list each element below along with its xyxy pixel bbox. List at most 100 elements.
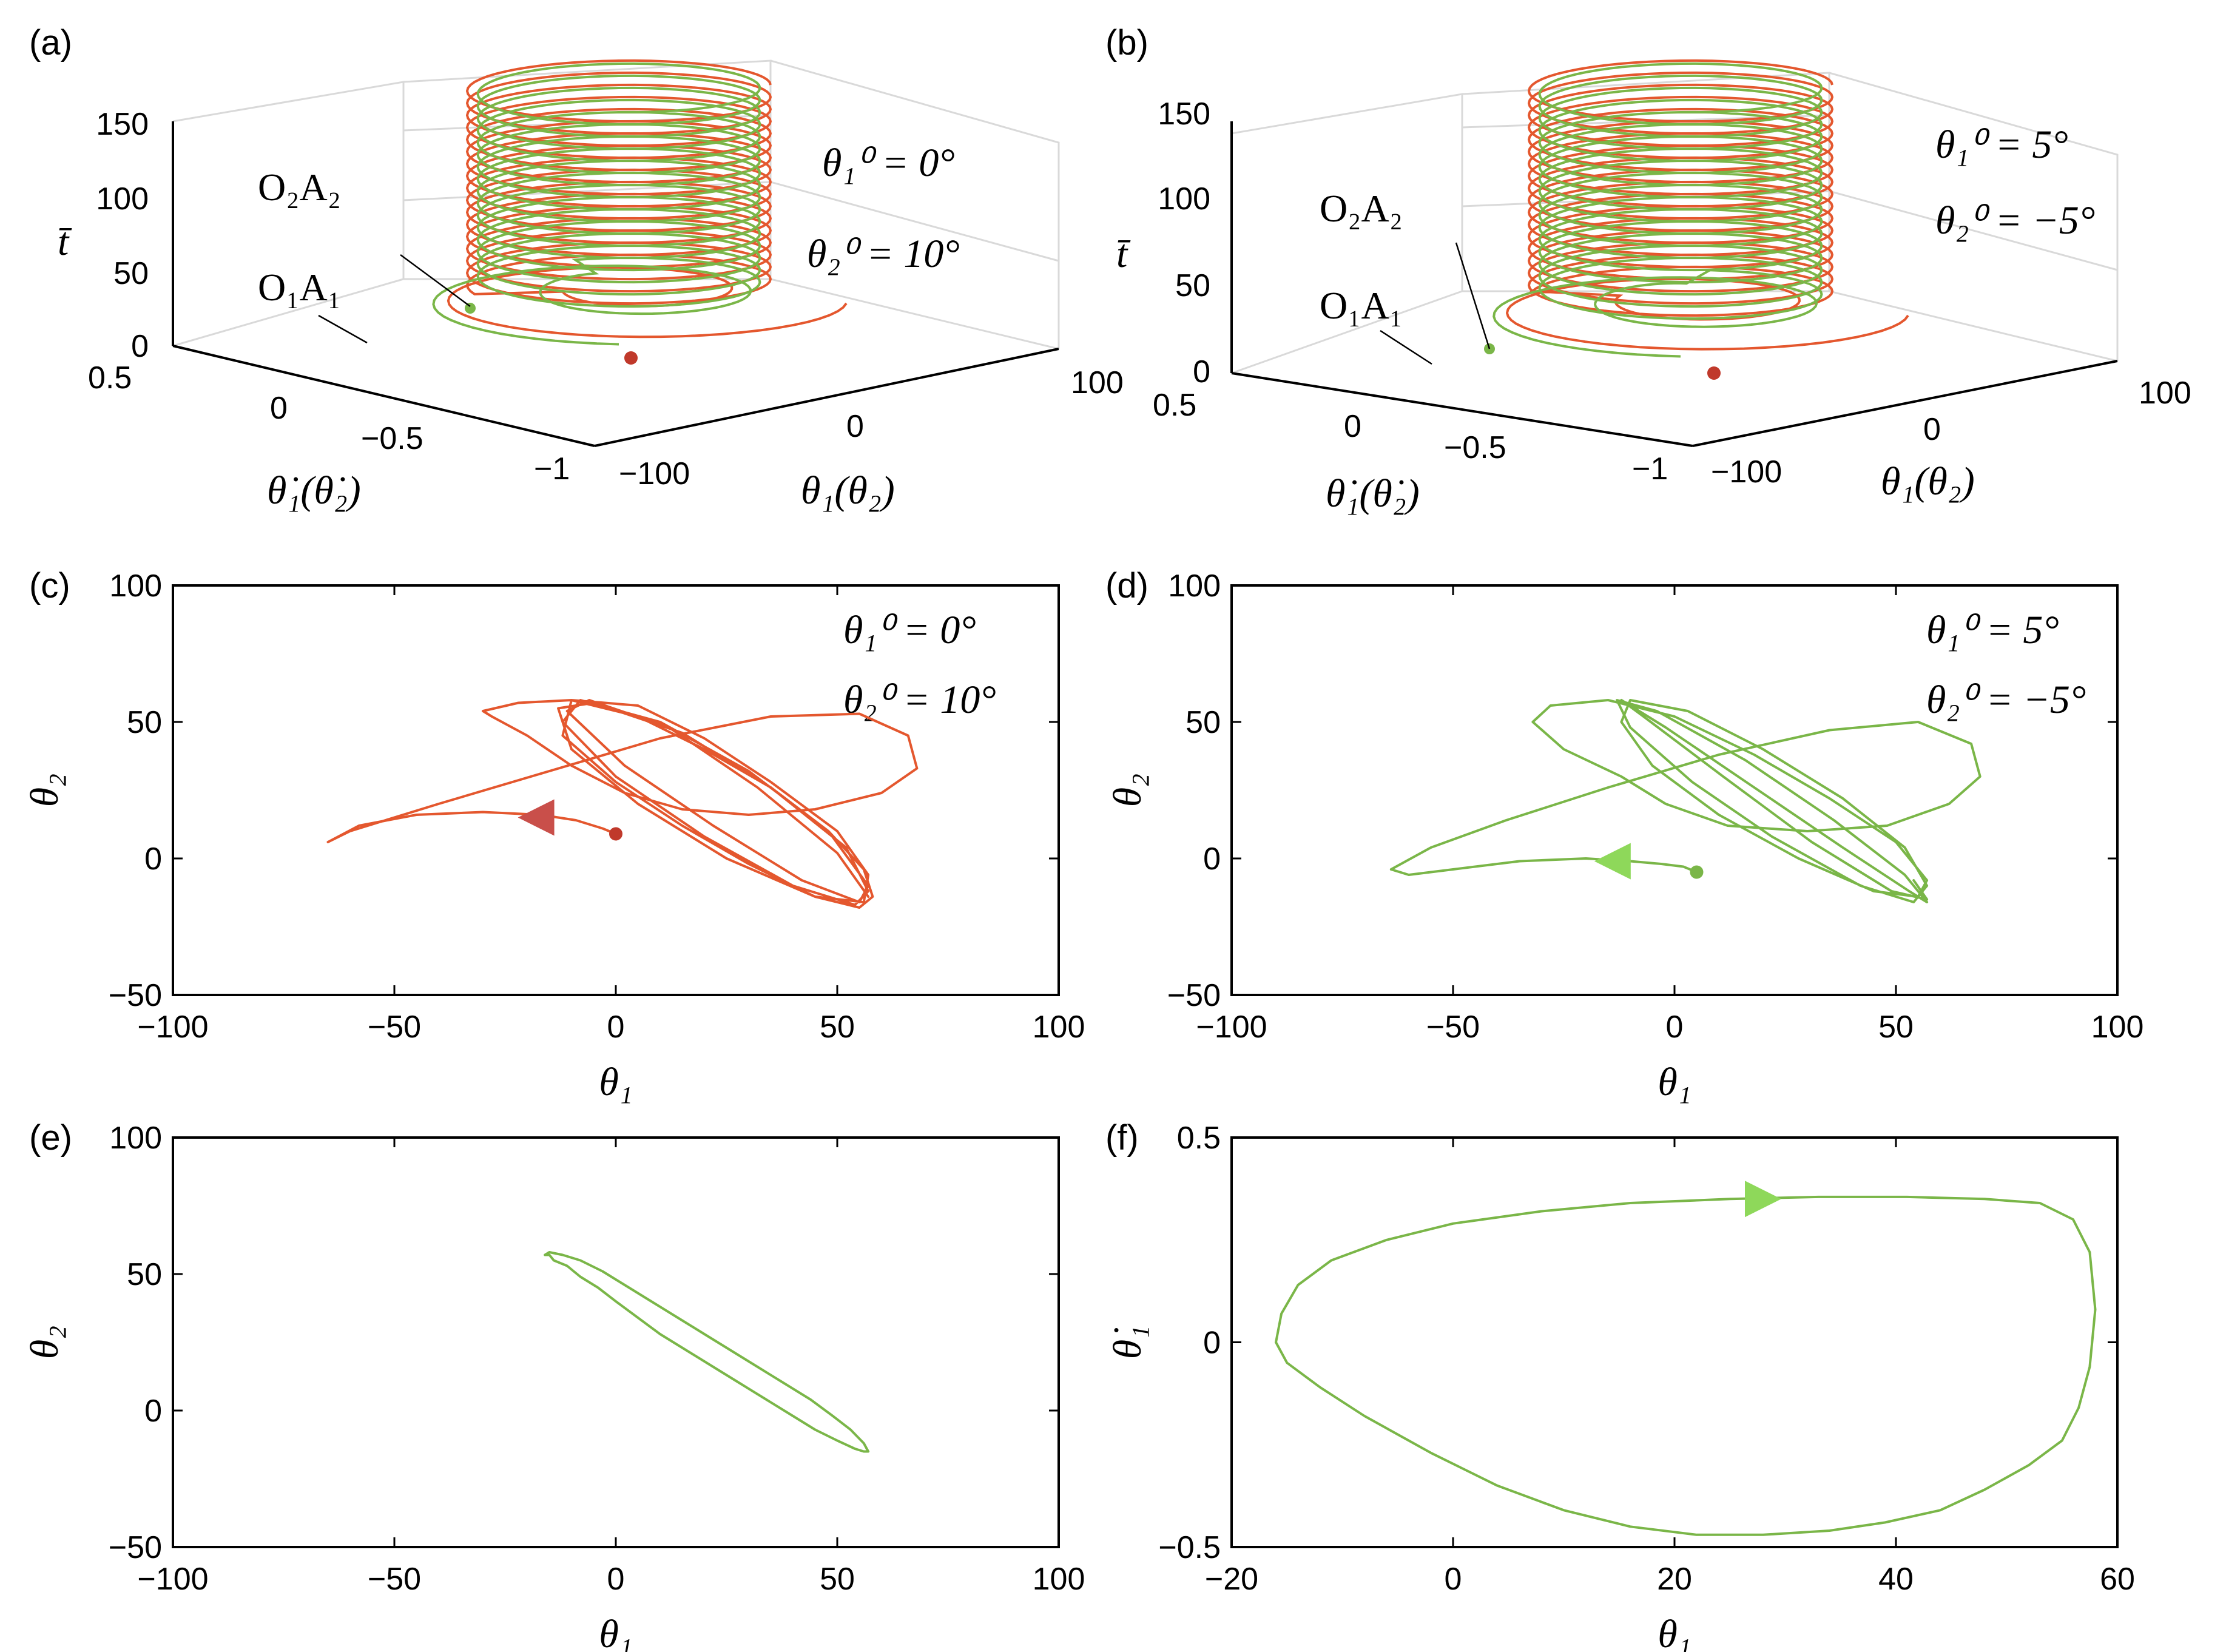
panel-d-y-axis-label: θ₂ [1105, 774, 1150, 807]
panel-a-leader-1 [318, 314, 368, 344]
panel-c-x-axis-label: θ₁ [599, 1060, 632, 1104]
panel-e-x-axis-label: θ₁ [599, 1612, 632, 1652]
panel-a-x-tick: 100 [1071, 365, 1124, 400]
panel-c-y-tick-label: −50 [109, 978, 162, 1013]
panel-b-y-axis [1231, 372, 1693, 447]
panel-a-floor-grid [770, 278, 1059, 350]
panel-a-y-axis [172, 345, 595, 447]
panel-f-label: (f) [1105, 1118, 1139, 1158]
panel-f-direction-arrow [1745, 1181, 1781, 1218]
panel-b-annotation-2: θ₂⁰ = −5° [1935, 198, 2095, 243]
panel-e-y-tick-label: 0 [144, 1394, 162, 1429]
panel-e-y-tick-label: 50 [127, 1257, 162, 1292]
panel-c-y-tick-label: 100 [109, 568, 162, 604]
panel-a-curve-label-2: O₂A₂ [258, 166, 341, 209]
panel-a-z-label: t̄ [58, 220, 72, 264]
panel-b-spiral [1484, 59, 1909, 380]
panel-d-direction-arrow [1594, 843, 1631, 880]
panel-d-y-tick-label: 50 [1186, 705, 1221, 740]
panel-b-floor-grid [1829, 290, 2118, 362]
panel-c-plot: (c) θ₁⁰ = 0° θ₂⁰ = 10° −100 −50 0 50 100−500… [22, 566, 1085, 1104]
panel-b-leader-1 [1380, 329, 1432, 365]
panel-e-x-tick-label: 100 [1033, 1562, 1085, 1597]
panel-a-back-pane-right-b [770, 59, 1060, 349]
spiral-b-series-o1a1 [1505, 59, 1909, 351]
spiral-a-start-marker-1 [624, 351, 638, 365]
panel-a-z-tick: 150 [96, 107, 149, 142]
spiral-a-series-o1a1 [447, 59, 848, 339]
panel-a-annotation-2: θ₂⁰ = 10° [807, 232, 960, 276]
panel-b-z-label: t̄ [1116, 232, 1131, 276]
panel-d-start-marker [1690, 865, 1704, 879]
panel-d-annotation-2: θ₂⁰ = −5° [1926, 678, 2086, 722]
panel-a-gridline [770, 181, 1059, 262]
panel-b-z-tick: 150 [1158, 96, 1210, 132]
panel-c-y-tick-label: 0 [144, 841, 162, 877]
panel-a-annotation-1: θ₁⁰ = 0° [822, 141, 955, 185]
panel-c-x-tick-label: 100 [1033, 1010, 1085, 1045]
panel-a-z-tick: 0 [131, 329, 149, 364]
panel-b-z-tick: 50 [1175, 268, 1210, 303]
panel-f-plot: (f) −20 0 20 40 60 −0.5 0 0.5 θ₁ θ̇₁ [1105, 1118, 2135, 1652]
panel-a-y-tick: −0.5 [361, 421, 423, 456]
panel-a-y-label: θ̇₁(θ̇₂) [267, 468, 361, 513]
panel-a-floor-grid [172, 278, 404, 347]
panel-b-label: (b) [1105, 23, 1148, 62]
panel-a-y-tick: 0.5 [88, 360, 132, 396]
panel-a-3d-plot: (a) 0 50 100 150 t̄ 0.5 0 −0.5 −1 θ̇₁(θ̇… [29, 23, 1124, 513]
panel-b-gridline [1829, 190, 2118, 271]
panel-f-y-axis-label: θ̇₁ [1105, 1326, 1150, 1359]
panel-e-y-axis-label: θ₂ [22, 1326, 67, 1359]
panel-c-x-tick-label: −100 [137, 1010, 208, 1045]
panel-b-z-tick: 100 [1158, 181, 1210, 217]
panel-b-z-tick: 0 [1193, 354, 1210, 389]
panel-c-x-tick-label: 50 [820, 1010, 855, 1045]
panel-b-x-axis [1692, 360, 2118, 447]
panel-e-series-line [544, 1251, 870, 1453]
panel-a-y-tick: 0 [270, 391, 288, 426]
panel-b-curve-label-1: O₁A₁ [1320, 284, 1403, 327]
spiral-a-start-marker-2 [465, 303, 476, 314]
panel-d-plot: (d) θ₁⁰ = 5° θ₂⁰ = −5° −100 −50 0 50 100−500… [1105, 566, 2143, 1104]
panel-b-x-tick: 100 [2139, 376, 2191, 411]
panel-f-x-axis-label: θ₁ [1658, 1612, 1691, 1652]
panel-c-series-line [326, 699, 919, 909]
panel-a-label: (a) [29, 23, 72, 62]
panel-d-y-tick-label: 100 [1168, 568, 1221, 604]
panel-e-y-tick-label: 100 [109, 1121, 162, 1156]
panel-c-direction-arrow [518, 799, 555, 836]
panel-b-x-label: θ₁(θ₂) [1881, 459, 1975, 504]
panel-d-y-tick-label: 0 [1203, 841, 1221, 877]
panel-b-y-tick: 0.5 [1153, 388, 1196, 423]
panel-f-x-tick-label: 20 [1657, 1562, 1692, 1597]
panel-d-x-tick-label: 0 [1666, 1010, 1684, 1045]
panel-d-x-tick-label: −100 [1196, 1010, 1267, 1045]
panel-f-x-tick-label: 60 [2100, 1562, 2135, 1597]
panel-f-y-tick-label: 0 [1203, 1326, 1221, 1361]
panel-c-x-tick-label: −50 [368, 1010, 421, 1045]
panel-c-x-tick-label: 0 [607, 1010, 625, 1045]
panel-b-y-label: θ̇₁(θ̇₂) [1326, 471, 1420, 516]
panel-c-start-marker [609, 827, 622, 841]
panel-a-z-tick: 50 [113, 256, 149, 291]
panel-a-x-axis [594, 348, 1059, 447]
spiral-b-start-marker-1 [1707, 366, 1721, 380]
panel-b-floor-grid [1231, 290, 1463, 374]
panel-d-label: (d) [1105, 566, 1148, 605]
panel-b-y-tick: −1 [1632, 451, 1668, 487]
panel-c-y-tick-label: 50 [127, 705, 162, 740]
panel-a-spiral [432, 59, 848, 365]
spiral-b-series-o2a2 [1492, 62, 1823, 358]
panel-b-y-tick: −0.5 [1444, 430, 1506, 465]
panel-e-label: (e) [29, 1118, 72, 1158]
panel-c-label: (c) [29, 566, 70, 605]
panel-b-back-pane-right-b [1829, 72, 2119, 361]
panel-d-y-tick-label: −50 [1167, 978, 1221, 1013]
panel-c-annotation-1: θ₁⁰ = 0° [843, 608, 976, 652]
panel-a-leader-2 [400, 254, 471, 308]
spiral-a-series-o2a2 [432, 62, 761, 346]
panel-b-3d-plot: (b) 0 50 100 150 t̄ 0.5 0 −0.5 −1 θ̇₁(θ̇… [1105, 23, 2191, 516]
panel-f-series-line [1275, 1195, 2097, 1536]
panel-d-x-tick-label: −50 [1426, 1010, 1480, 1045]
